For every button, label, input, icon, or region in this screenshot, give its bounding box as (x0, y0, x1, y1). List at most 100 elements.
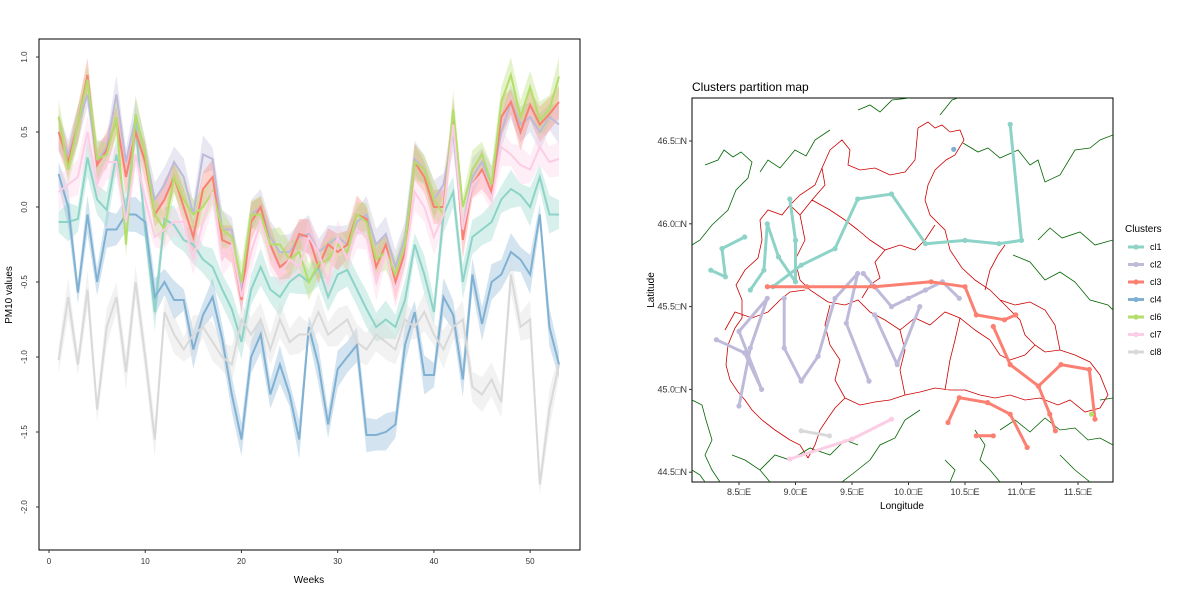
y-tick-label: -1.5 (20, 425, 29, 439)
map-y-tick-label: 45.0□N (658, 384, 687, 394)
cluster-node-cl3 (1035, 383, 1042, 389)
map-y-tick-label: 44.5□N (658, 467, 687, 477)
cluster-node-cl3 (804, 284, 810, 290)
y-tick-label: -2.0 (20, 500, 29, 514)
cluster-node-cl3 (1058, 362, 1064, 368)
cluster-node-cl3 (1086, 366, 1092, 373)
cluster-path-cl1 (710, 235, 746, 279)
cluster-node-cl8 (798, 428, 804, 434)
x-tick-label: 0 (47, 557, 52, 566)
cluster-node-cl1 (832, 246, 838, 252)
cluster-path-cl2 (862, 272, 961, 309)
cluster-node-cl1 (742, 234, 748, 240)
cluster-node-cl2 (742, 350, 748, 356)
cluster-node-cl2 (888, 304, 895, 310)
x-tick-label: 10 (141, 557, 150, 566)
legend-key-dot-cl6 (1133, 314, 1139, 320)
cluster-node-cl1 (787, 196, 793, 202)
cluster-node-cl2 (781, 295, 787, 301)
cluster-node-cl1 (798, 262, 804, 268)
cluster-node-cl2 (736, 403, 742, 409)
cluster-node-cl2 (759, 386, 765, 392)
cluster-node-cl2 (866, 378, 872, 384)
cluster-node-cl1 (792, 237, 799, 243)
cluster-path-cl3 (991, 325, 1097, 420)
cluster-node-cl2 (922, 287, 929, 293)
cluster-node-cl1 (996, 241, 1002, 247)
cluster-node-cl1 (764, 221, 770, 227)
cluster-node-cl1 (888, 191, 895, 197)
map-x-tick-label: 11.5□E (1064, 487, 1092, 497)
cluster-node-cl3 (990, 323, 996, 330)
series-lines (57, 71, 560, 485)
cluster-node-cl2 (798, 378, 804, 384)
legend-key-dot-cl7 (1133, 331, 1139, 338)
x-axis-title: Weeks (294, 575, 324, 586)
map-x-ticks: 8.5□E 9.0□E 9.5□E 10.0□E 10.5□E 11.0□E 11.5□E (727, 482, 1092, 497)
cluster-node-cl2 (747, 345, 753, 351)
y-tick-label: -1.0 (20, 350, 29, 364)
cluster-node-cl2 (917, 304, 923, 310)
x-tick-label: 20 (237, 557, 246, 566)
cluster-node-cl4 (951, 146, 957, 152)
cluster-node-cl2 (832, 295, 838, 301)
pm10-line-chart: 0 10 20 30 40 50 1.0 0.5 0.0 -0.5 -1.0 -1.5 -2.0 We… (4, 38, 581, 586)
series-line-4 (57, 173, 560, 440)
cluster-node-cl3 (1047, 411, 1053, 417)
map-x-tick-label: 11.0□E (1007, 487, 1035, 497)
cluster-node-cl1 (855, 196, 861, 202)
map-y-ticks: 46.5□N 46.0□N 45.5□N 45.0□N 44.5□N (658, 136, 692, 477)
cluster-node-cl3 (973, 312, 979, 318)
cluster-path-cl1 (771, 124, 1023, 288)
cluster-node-cl6 (1089, 411, 1095, 417)
cluster-node-cl7 (888, 416, 895, 422)
series-line-5 (57, 71, 560, 285)
cluster-node-cl1 (770, 284, 776, 290)
cluster-path-cl3 (1037, 385, 1057, 432)
cluster-paths (708, 121, 1098, 462)
series-line-6 (57, 124, 560, 298)
cluster-node-cl2 (872, 312, 878, 318)
cluster-node-cl3 (945, 419, 951, 426)
left-plot-border (38, 38, 581, 551)
cluster-node-cl2 (781, 345, 787, 351)
cluster-node-cl3 (1092, 416, 1098, 422)
cluster-node-cl2 (956, 295, 962, 301)
cluster-node-cl3 (962, 284, 968, 290)
cluster-node-cl1 (1007, 121, 1013, 127)
cluster-node-cl3 (956, 395, 962, 401)
cluster-node-cl1 (747, 287, 753, 293)
x-axis-ticks: 0 10 20 30 40 50 (47, 550, 535, 566)
outer-boundary-lines (692, 98, 1113, 482)
legend-label-cl2: cl2 (1150, 260, 1162, 270)
y-axis-title: PM10 values (4, 266, 15, 324)
y-tick-label: 0.0 (20, 201, 29, 213)
cluster-path-cl2 (782, 272, 871, 383)
y-tick-label: -0.5 (20, 275, 29, 289)
series-line-7 (57, 274, 560, 485)
cluster-node-cl2 (894, 362, 900, 368)
cluster-node-cl2 (843, 320, 849, 326)
cluster-path-cl7 (789, 417, 893, 461)
x-tick-label: 50 (526, 557, 535, 566)
map-x-axis-title: Longitude (880, 501, 924, 512)
cluster-node-cl1 (1018, 237, 1025, 243)
cluster-node-cl1 (722, 274, 729, 280)
y-tick-label: 1.0 (20, 51, 29, 63)
cluster-node-cl2 (855, 270, 861, 277)
map-y-tick-label: 45.5□N (658, 302, 687, 312)
cluster-node-cl3 (1013, 312, 1019, 318)
legend-label-cl8: cl8 (1150, 347, 1162, 357)
legend-key-dot-cl1 (1133, 244, 1139, 250)
cluster-node-cl2 (713, 337, 720, 343)
cluster-node-cl1 (708, 267, 714, 273)
map-x-tick-label: 9.0□E (784, 487, 808, 497)
cluster-node-cl7 (849, 436, 855, 442)
legend-label-cl6: cl6 (1150, 312, 1162, 322)
cluster-node-cl7 (787, 456, 793, 462)
map-boundaries (692, 98, 1113, 482)
legend-key-dot-cl8 (1133, 349, 1139, 355)
cluster-node-cl8 (826, 433, 833, 439)
legend-key-dot-cl3 (1133, 279, 1139, 285)
cluster-node-cl2 (939, 279, 946, 285)
